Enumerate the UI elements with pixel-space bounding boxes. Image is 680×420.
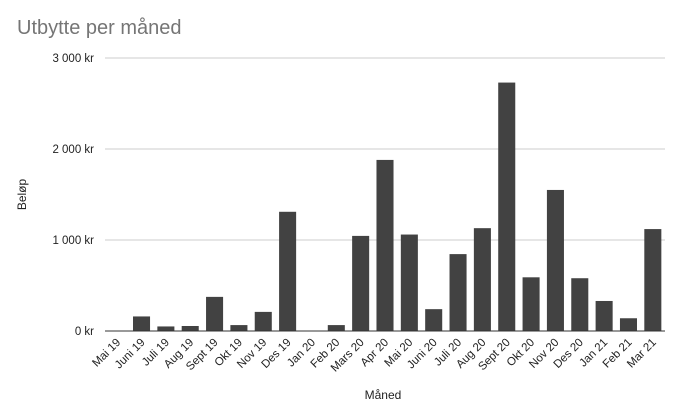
y-tick-label: 3 000 kr bbox=[52, 53, 94, 65]
bar bbox=[206, 296, 224, 331]
bar bbox=[157, 326, 175, 331]
y-axis-tick-labels: 0 kr 1 000 kr 2 000 kr 3 000 kr bbox=[52, 53, 94, 338]
bar bbox=[254, 311, 272, 331]
bar bbox=[352, 235, 370, 331]
bar bbox=[327, 325, 345, 331]
bar bbox=[546, 189, 564, 331]
bar bbox=[449, 254, 467, 331]
bar bbox=[571, 278, 589, 331]
bars bbox=[133, 82, 662, 331]
y-tick-label: 1 000 kr bbox=[52, 235, 94, 247]
bar bbox=[595, 300, 613, 331]
x-axis-title: Måned bbox=[365, 388, 402, 402]
bar bbox=[498, 82, 516, 331]
y-tick-label: 0 kr bbox=[75, 326, 94, 338]
bar bbox=[181, 325, 199, 331]
bar bbox=[619, 318, 637, 331]
bar bbox=[279, 211, 297, 331]
bar bbox=[644, 229, 662, 331]
bar bbox=[400, 234, 418, 331]
bar bbox=[133, 316, 151, 331]
bar bbox=[230, 325, 248, 331]
bar bbox=[473, 228, 491, 331]
y-axis-title: Beløp bbox=[15, 179, 29, 211]
bar bbox=[425, 309, 443, 331]
chart-title: Utbytte per måned bbox=[17, 17, 182, 39]
bar bbox=[376, 159, 394, 331]
y-tick-label: 2 000 kr bbox=[52, 144, 94, 156]
bar bbox=[522, 277, 540, 331]
